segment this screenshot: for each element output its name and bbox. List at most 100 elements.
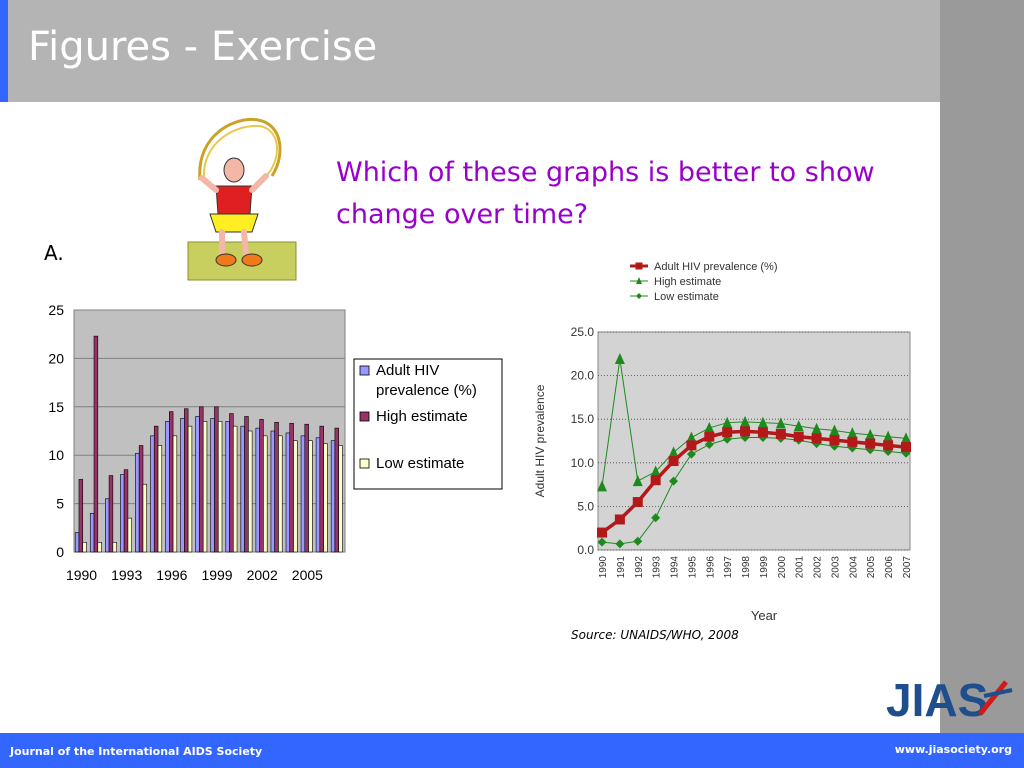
data-point: [793, 420, 804, 432]
data-point: [633, 536, 643, 546]
data-point: [811, 433, 822, 444]
data-point: [597, 537, 607, 547]
chart-a-label: A.: [44, 241, 64, 265]
bar-chart-a: 0 5 10 15 20 25 1990 1993 1996 1999 2002 2005 Adult …: [48, 302, 503, 583]
data-point: [883, 440, 894, 451]
data-point: [668, 446, 679, 458]
bar: [232, 425, 238, 553]
data-point: [650, 475, 661, 486]
data-point: [632, 497, 643, 508]
y-axis-title: Adult HIV prevalence: [533, 384, 547, 497]
bar: [135, 452, 140, 553]
x-tick-label: 2002: [813, 556, 824, 579]
x-tick-label: 2005: [866, 556, 877, 579]
bar: [187, 425, 193, 553]
x-tick-label: 1993: [111, 567, 142, 583]
bar: [244, 416, 249, 553]
data-point: [614, 514, 625, 525]
x-tick-label: 2003: [830, 556, 841, 579]
bar: [199, 406, 204, 553]
footer-journal-name: Journal of the International AIDS Societ…: [10, 745, 263, 758]
right-side-band: [940, 0, 1024, 733]
line-chart-b: 0.0 5.0 10.0 15.0 20.0 25.0 1990 1991 1992 1993 19…: [520, 238, 940, 658]
data-point: [865, 428, 876, 440]
x-tick-label: 1993: [652, 556, 663, 579]
data-point: [686, 449, 696, 459]
y-tick-label: 0.0: [577, 543, 594, 557]
title-bar: [0, 0, 940, 102]
y-tick-label: 20.0: [571, 369, 595, 383]
y-tick-label: 10: [48, 447, 64, 463]
data-point: [847, 436, 858, 447]
bar: [270, 430, 275, 553]
bar: [127, 517, 132, 553]
y-tick-label: 0: [56, 544, 64, 560]
data-point: [597, 527, 607, 538]
data-point: [811, 422, 822, 434]
bar: [184, 408, 189, 553]
bar: [300, 435, 306, 553]
bar: [123, 469, 129, 553]
x-tick-label: 1996: [156, 567, 187, 583]
legend-label-line: prevalence (%): [376, 382, 477, 399]
x-tick-label: 2001: [795, 556, 806, 579]
y-tick-label: 15: [48, 399, 64, 415]
bar: [323, 443, 328, 553]
bar: [334, 427, 339, 553]
x-axis-title: Year: [751, 608, 778, 623]
data-point: [636, 293, 642, 299]
bar: [172, 435, 178, 553]
x-tick-label: 1990: [66, 567, 97, 583]
bar: [169, 411, 174, 553]
data-point: [615, 539, 625, 549]
legend-box: [353, 358, 503, 490]
legend-label: Low estimate: [376, 455, 464, 472]
legend-label-line: Adult HIV: [376, 362, 439, 379]
footer-bar: Journal of the International AIDS Societ…: [0, 733, 1024, 768]
jias-logo: JIAS: [886, 674, 1013, 722]
data-point: [704, 439, 714, 449]
x-tick-label: 1997: [723, 556, 734, 579]
bar: [74, 532, 80, 553]
data-point: [668, 456, 679, 467]
data-point: [793, 431, 804, 442]
data-point: [636, 277, 642, 284]
data-point: [614, 353, 625, 365]
x-tick-label: 1998: [741, 556, 752, 579]
data-point: [883, 430, 894, 442]
jump-rope-figure-illustration: [186, 114, 298, 282]
x-tick-label: 1994: [670, 556, 681, 579]
bar: [202, 421, 208, 553]
bar: [157, 445, 163, 553]
x-tick-label: 1991: [616, 556, 627, 579]
data-point: [829, 435, 840, 446]
data-point: [686, 440, 697, 451]
legend-label: High estimate: [654, 276, 721, 288]
data-point: [650, 465, 661, 477]
bar: [97, 542, 102, 553]
bar: [315, 437, 321, 553]
bar: [150, 435, 155, 553]
data-point: [722, 427, 733, 438]
data-point: [740, 426, 751, 437]
y-tick-label: 15.0: [571, 412, 595, 426]
bar: [293, 440, 298, 553]
plot-area: [73, 309, 346, 553]
x-tick-label: 2004: [848, 556, 859, 579]
footer-url-link[interactable]: www.jiasociety.org: [894, 743, 1012, 756]
data-point: [775, 417, 786, 429]
bar: [195, 416, 200, 553]
y-tick-label: 5.0: [577, 499, 594, 513]
y-tick-label: 25.0: [571, 325, 595, 339]
bar: [214, 406, 219, 553]
title-accent-stripe: [0, 0, 8, 102]
bar: [112, 542, 117, 553]
bar: [120, 474, 125, 553]
x-tick-label: 1999: [201, 567, 232, 583]
y-tick-label: 5: [56, 496, 64, 512]
slide-title: Figures - Exercise: [28, 24, 378, 70]
data-point: [635, 262, 643, 270]
x-tick-label: 1992: [634, 556, 645, 579]
bar: [165, 421, 170, 553]
x-tick-label: 1999: [759, 556, 770, 579]
